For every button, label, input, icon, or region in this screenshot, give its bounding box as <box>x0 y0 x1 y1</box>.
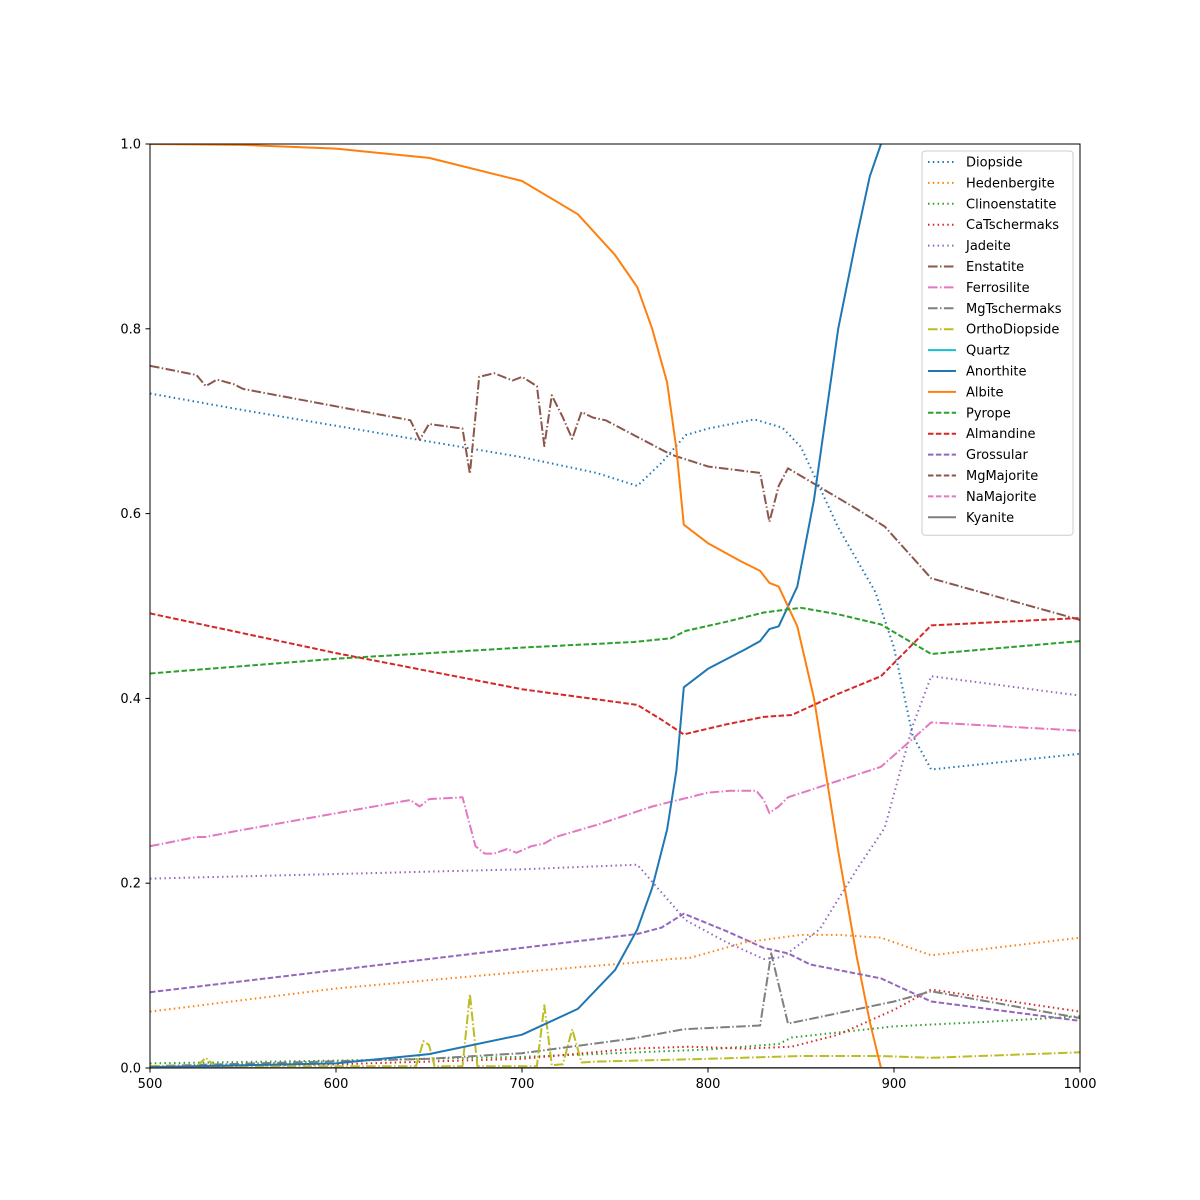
legend-label-anorthite: Anorthite <box>966 365 1026 380</box>
x-tick-label: 900 <box>882 1077 907 1092</box>
series-line-catschermaks <box>150 990 1080 1068</box>
series-line-clinoenstatite <box>150 1016 1080 1063</box>
legend-label-quartz: Quartz <box>966 344 1010 359</box>
series-line-orthodiopside <box>150 994 1080 1066</box>
y-tick-label: 0.4 <box>120 692 141 707</box>
x-tick-label: 800 <box>696 1077 721 1092</box>
series-line-ferrosilite <box>150 722 1080 853</box>
legend-label-grossular: Grossular <box>966 448 1028 463</box>
legend-label-enstatite: Enstatite <box>966 260 1024 275</box>
y-tick-label: 0.6 <box>120 507 141 522</box>
y-tick-label: 1.0 <box>120 138 141 153</box>
series-line-jadeite <box>150 676 1080 959</box>
series-line-pyrope <box>150 608 1080 674</box>
series-line-grossular <box>150 914 1080 1021</box>
legend-label-jadeite: Jadeite <box>965 239 1011 254</box>
legend-label-diopside: Diopside <box>966 156 1022 171</box>
legend-label-kyanite: Kyanite <box>966 511 1014 526</box>
series-line-hedenbergite <box>150 935 1080 1012</box>
x-tick-label: 700 <box>510 1077 535 1092</box>
legend-label-mgmajorite: MgMajorite <box>966 469 1038 484</box>
legend: Diopside Hedenbergite Clinoenstatite CaTsch… <box>922 151 1073 535</box>
legend-label-clinoenstatite: Clinoenstatite <box>966 197 1056 212</box>
legend-label-catschermaks: CaTschermaks <box>966 218 1059 233</box>
x-tick-label: 600 <box>324 1077 349 1092</box>
legend-label-hedenbergite: Hedenbergite <box>966 176 1055 191</box>
x-tick-label: 1000 <box>1063 1077 1096 1092</box>
legend-label-mgtschermaks: MgTschermaks <box>966 302 1062 317</box>
y-tick-label: 0.0 <box>120 1062 141 1077</box>
legend-label-albite: Albite <box>966 385 1003 400</box>
legend-label-ferrosilite: Ferrosilite <box>966 281 1030 296</box>
legend-label-orthodiopside: OrthoDiopside <box>966 323 1059 338</box>
series-line-almandine <box>150 613 1080 734</box>
legend-label-pyrope: Pyrope <box>966 406 1011 421</box>
legend-label-almandine: Almandine <box>966 427 1035 442</box>
series-line-anorthite <box>150 144 881 1067</box>
y-tick-label: 0.8 <box>120 322 141 337</box>
x-tick-label: 500 <box>138 1077 163 1092</box>
legend-label-namajorite: NaMajorite <box>966 490 1037 505</box>
y-tick-label: 0.2 <box>120 877 141 892</box>
